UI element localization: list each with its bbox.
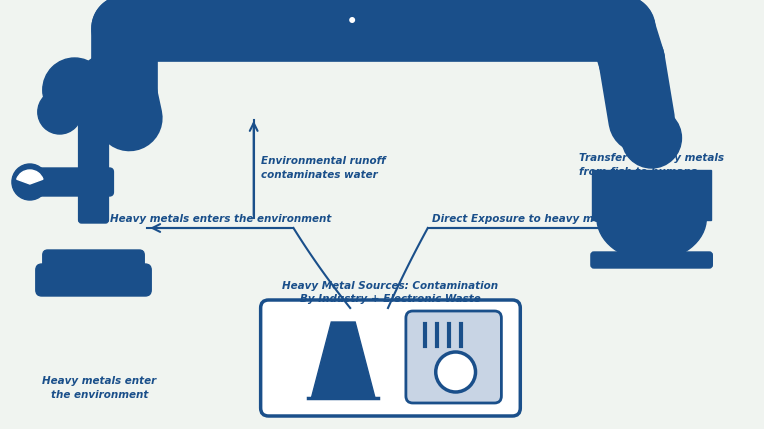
Circle shape xyxy=(12,164,48,200)
Circle shape xyxy=(43,58,106,122)
FancyBboxPatch shape xyxy=(406,311,501,403)
Circle shape xyxy=(105,85,144,125)
FancyBboxPatch shape xyxy=(591,252,712,268)
FancyBboxPatch shape xyxy=(261,300,520,416)
Text: Heavy metals enter
the environment: Heavy metals enter the environment xyxy=(42,376,157,400)
Text: Heavy Metal Sources: Contamination
By Industry + Electronic Waste: Heavy Metal Sources: Contamination By In… xyxy=(282,281,498,304)
Circle shape xyxy=(37,90,82,134)
Ellipse shape xyxy=(597,175,707,260)
Text: Direct Exposure to heavy metals: Direct Exposure to heavy metals xyxy=(432,214,623,224)
Circle shape xyxy=(349,17,355,23)
FancyBboxPatch shape xyxy=(592,170,711,220)
Text: Environmental runoff
contaminates water: Environmental runoff contaminates water xyxy=(261,156,385,180)
FancyBboxPatch shape xyxy=(18,168,113,196)
Circle shape xyxy=(79,54,135,110)
Text: Heavy metals enters the environment: Heavy metals enters the environment xyxy=(110,214,332,224)
Circle shape xyxy=(78,86,121,130)
Polygon shape xyxy=(388,8,404,36)
Ellipse shape xyxy=(338,12,393,32)
Text: Transfer of heavy metals
from fish to humans: Transfer of heavy metals from fish to hu… xyxy=(579,153,724,177)
FancyBboxPatch shape xyxy=(43,250,144,278)
Polygon shape xyxy=(312,322,375,398)
Circle shape xyxy=(622,108,681,168)
Wedge shape xyxy=(17,170,43,184)
FancyBboxPatch shape xyxy=(36,264,151,296)
FancyBboxPatch shape xyxy=(79,107,108,223)
Circle shape xyxy=(435,352,475,392)
